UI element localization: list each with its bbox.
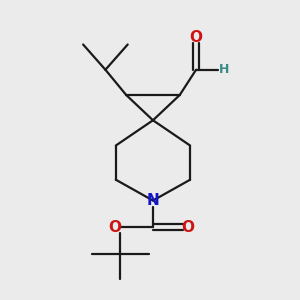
Text: H: H xyxy=(218,63,229,76)
Text: O: O xyxy=(190,30,202,45)
Text: O: O xyxy=(182,220,194,235)
Text: O: O xyxy=(108,220,122,235)
Text: N: N xyxy=(147,193,159,208)
